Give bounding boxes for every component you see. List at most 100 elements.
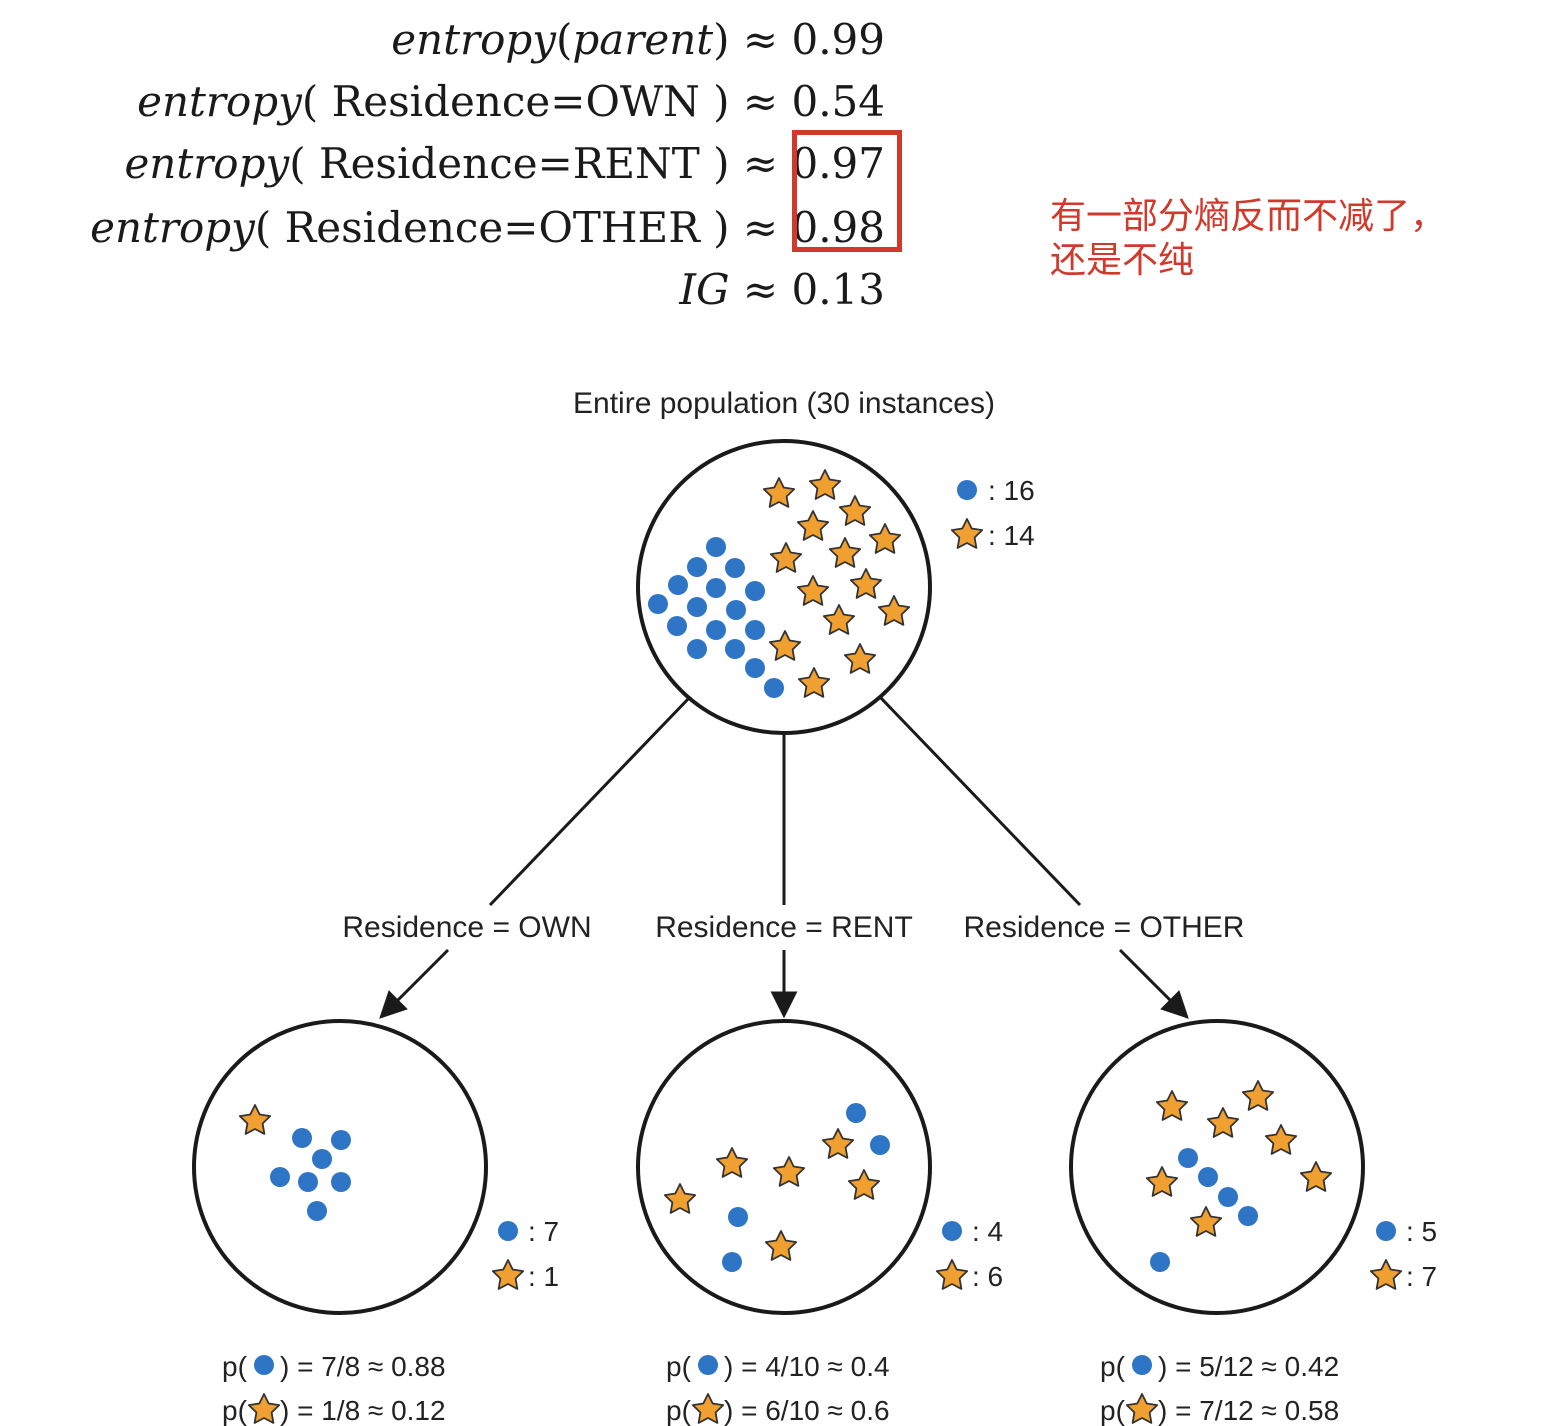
- other-dot-count: : 5: [1406, 1216, 1437, 1247]
- dot-marker: [870, 1135, 890, 1155]
- p-dot-icon: [1132, 1355, 1152, 1375]
- p-star-icon: [247, 1393, 281, 1424]
- p-prefix: p(: [1100, 1395, 1126, 1426]
- entropy-value: 0.54: [791, 77, 885, 126]
- dot-marker: [728, 1207, 748, 1227]
- child-node-other: [1069, 1019, 1365, 1315]
- other-dots: [1150, 1148, 1258, 1272]
- entropy-fn: entropy: [124, 139, 290, 188]
- entropy-rent-row: entropy( Residence=RENT ) ≈ 0.97: [124, 139, 885, 188]
- approx-sign: ≈: [742, 203, 779, 252]
- approx-sign: ≈: [742, 139, 779, 188]
- dot-marker: [706, 537, 726, 557]
- dot-marker: [745, 620, 765, 640]
- annotation-line-2: 还是不纯: [1050, 240, 1195, 281]
- legend-dot-icon: [957, 480, 977, 500]
- dot-marker: [706, 578, 726, 598]
- dot-marker: [745, 658, 765, 678]
- entropy-value: 0.98: [791, 203, 885, 252]
- entropy-own-row: entropy( Residence=OWN ) ≈ 0.54: [137, 77, 885, 126]
- entropy-value: 0.97: [791, 139, 885, 188]
- legend-star-icon: [491, 1259, 525, 1290]
- approx-sign: ≈: [742, 15, 779, 64]
- dot-marker: [687, 639, 707, 659]
- entropy-fn: entropy: [137, 77, 302, 126]
- rent-star-count: : 6: [972, 1261, 1003, 1292]
- dot-marker: [1178, 1148, 1198, 1168]
- dot-marker: [846, 1103, 866, 1123]
- p-prefix: p(: [222, 1351, 248, 1382]
- dot-marker: [270, 1167, 290, 1187]
- entropy-other-row: entropy( Residence=OTHER ) ≈ 0.98: [90, 203, 885, 252]
- p-prefix: p(: [666, 1395, 692, 1426]
- own-p-dot: ) = 7/8 ≈ 0.88: [280, 1351, 446, 1382]
- rent-p-star: ) = 6/10 ≈ 0.6: [724, 1395, 890, 1426]
- dot-marker: [667, 616, 687, 636]
- entropy-value: 0.99: [791, 15, 885, 64]
- dot-marker: [1198, 1167, 1218, 1187]
- entropy-arg: parent: [572, 15, 714, 64]
- p-prefix: p(: [666, 1351, 692, 1382]
- arrow-own: [379, 948, 450, 1019]
- own-dots: [270, 1128, 351, 1221]
- root-dot-count: : 16: [988, 475, 1035, 506]
- branch-label-own: Residence = OWN: [342, 911, 591, 944]
- own-p-star: ) = 1/8 ≈ 0.12: [280, 1395, 446, 1426]
- legend-dot-icon: [498, 1221, 518, 1241]
- dot-marker: [726, 600, 746, 620]
- edge-own-upper: [488, 695, 692, 907]
- root-title: Entire population (30 instances): [573, 387, 995, 420]
- rent-p-dot: ) = 4/10 ≈ 0.4: [724, 1351, 890, 1382]
- dot-marker: [722, 1252, 742, 1272]
- annotation-note: 有一部分熵反而不减了， 还是不纯: [1050, 195, 1530, 283]
- dot-marker: [725, 639, 745, 659]
- child-node-own: [192, 1019, 488, 1315]
- ig-label: IG: [679, 265, 730, 314]
- dot-marker: [307, 1201, 327, 1221]
- dot-marker: [745, 581, 765, 601]
- edge-other-upper: [878, 695, 1082, 907]
- rent-dots: [722, 1103, 890, 1272]
- legend-dot-icon: [1376, 1221, 1396, 1241]
- own-dot-count: : 7: [528, 1216, 559, 1247]
- formula-block: entropy(parent) ≈ 0.99 entropy( Residenc…: [0, 0, 1560, 340]
- legend-star-icon: [1369, 1259, 1403, 1290]
- entropy-arg: Residence=RENT: [318, 139, 700, 188]
- entropy-arg: Residence=OWN: [331, 77, 700, 126]
- dot-marker: [298, 1172, 318, 1192]
- own-star-count: : 1: [528, 1261, 559, 1292]
- entropy-fn: entropy: [90, 203, 255, 252]
- root-dots: [648, 537, 784, 698]
- rent-dot-count: : 4: [972, 1216, 1003, 1247]
- p-dot-icon: [254, 1355, 274, 1375]
- p-prefix: p(: [1100, 1351, 1126, 1382]
- dot-marker: [331, 1130, 351, 1150]
- annotation-line-1: 有一部分熵反而不减了，: [1050, 196, 1447, 237]
- other-p-dot: ) = 5/12 ≈ 0.42: [1158, 1351, 1339, 1382]
- entropy-parent-row: entropy(parent) ≈ 0.99: [391, 15, 885, 64]
- arrow-other: [1118, 948, 1189, 1019]
- dot-marker: [292, 1128, 312, 1148]
- dot-marker: [1238, 1206, 1258, 1226]
- dot-marker: [687, 597, 707, 617]
- p-star-icon: [1125, 1393, 1159, 1424]
- legend-dot-icon: [942, 1221, 962, 1241]
- dot-marker: [687, 557, 707, 577]
- root-star-count: : 14: [988, 520, 1035, 551]
- p-dot-icon: [698, 1355, 718, 1375]
- approx-sign: ≈: [742, 265, 779, 314]
- p-star-icon: [691, 1393, 725, 1424]
- dot-marker: [331, 1172, 351, 1192]
- dot-marker: [1150, 1252, 1170, 1272]
- dot-marker: [648, 594, 668, 614]
- entropy-fn: entropy: [391, 15, 556, 64]
- dot-marker: [706, 620, 726, 640]
- information-gain-row: IG ≈ 0.13: [679, 259, 885, 321]
- dot-marker: [668, 575, 688, 595]
- legend-star-icon: [935, 1259, 969, 1290]
- highlight-box: [792, 130, 902, 252]
- dot-marker: [312, 1149, 332, 1169]
- entropy-arg: Residence=OTHER: [284, 203, 700, 252]
- dot-marker: [725, 558, 745, 578]
- approx-sign: ≈: [742, 77, 779, 126]
